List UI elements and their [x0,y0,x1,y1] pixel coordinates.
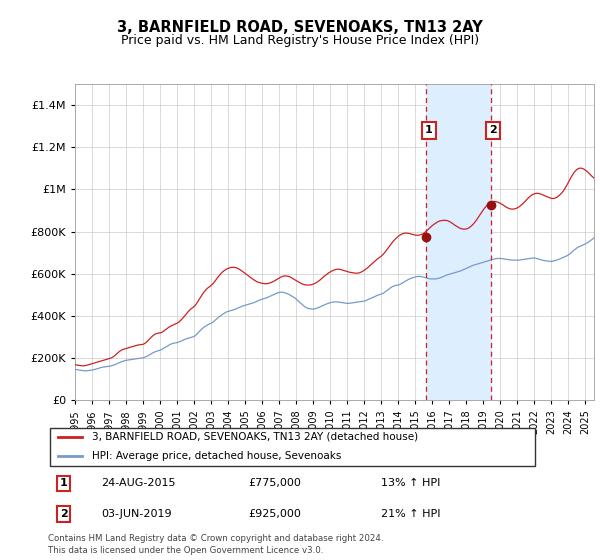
Text: 2: 2 [60,509,68,519]
Bar [427,84,491,400]
Text: 3, BARNFIELD ROAD, SEVENOAKS, TN13 2AY (detached house): 3, BARNFIELD ROAD, SEVENOAKS, TN13 2AY (… [92,432,418,442]
Text: 03-JUN-2019: 03-JUN-2019 [101,509,172,519]
Text: 1: 1 [60,478,68,488]
Text: £775,000: £775,000 [248,478,302,488]
Text: 24-AUG-2015: 24-AUG-2015 [101,478,175,488]
Text: Price paid vs. HM Land Registry's House Price Index (HPI): Price paid vs. HM Land Registry's House … [121,34,479,46]
Text: Contains HM Land Registry data © Crown copyright and database right 2024.
This d: Contains HM Land Registry data © Crown c… [48,534,383,555]
Text: 3, BARNFIELD ROAD, SEVENOAKS, TN13 2AY: 3, BARNFIELD ROAD, SEVENOAKS, TN13 2AY [117,20,483,35]
Text: 21% ↑ HPI: 21% ↑ HPI [380,509,440,519]
Text: 1: 1 [425,125,433,136]
FancyBboxPatch shape [50,428,535,465]
Text: 13% ↑ HPI: 13% ↑ HPI [380,478,440,488]
Text: 2: 2 [489,125,497,136]
Text: HPI: Average price, detached house, Sevenoaks: HPI: Average price, detached house, Seve… [92,451,341,461]
Text: £925,000: £925,000 [248,509,302,519]
